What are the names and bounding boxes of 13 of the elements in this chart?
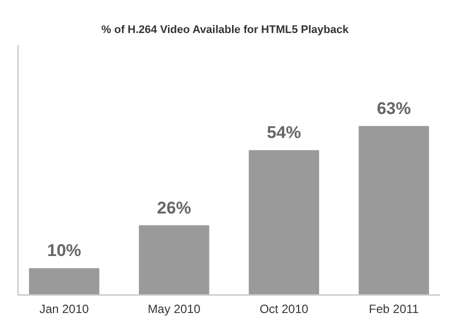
data-label: 63% <box>376 99 411 118</box>
data-label: 54% <box>266 123 301 142</box>
x-tick-label: Feb 2011 <box>368 302 420 316</box>
bar <box>358 126 430 295</box>
x-tick-label: May 2010 <box>148 302 201 316</box>
chart-title: % of H.264 Video Available for HTML5 Playback <box>101 24 350 36</box>
x-tick-label: Jan 2010 <box>39 302 90 316</box>
data-label: 10% <box>47 241 82 260</box>
bar <box>248 150 320 295</box>
bar <box>138 225 210 295</box>
x-tick-label: Oct 2010 <box>260 302 309 316</box>
data-label: 26% <box>157 198 192 218</box>
bar <box>28 268 100 295</box>
